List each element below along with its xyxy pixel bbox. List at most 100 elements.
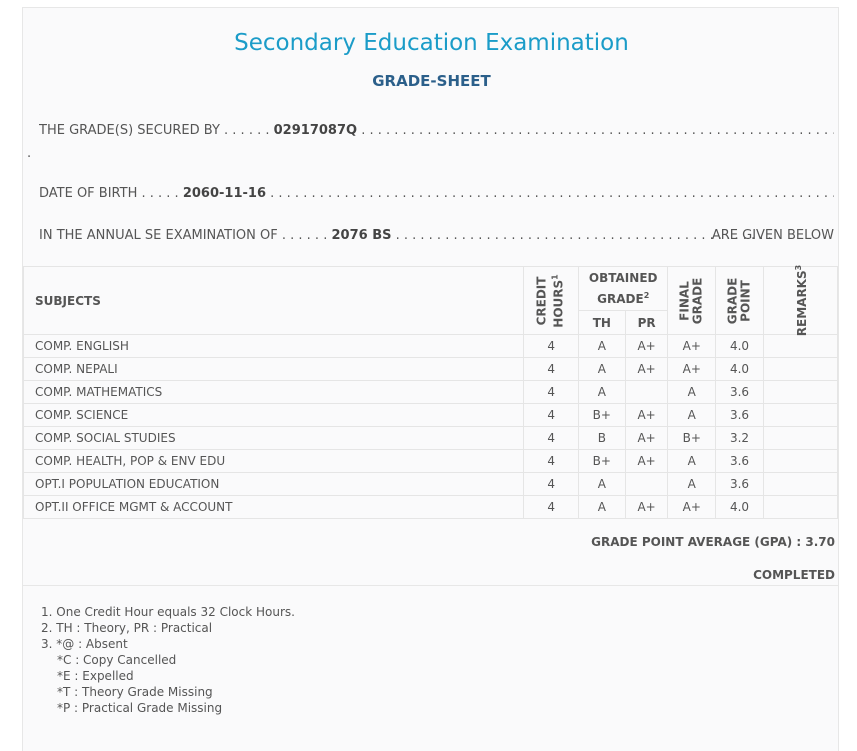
gpa-label: GRADE POINT AVERAGE (GPA) : [591, 535, 802, 549]
gpa-line: GRADE POINT AVERAGE (GPA) : 3.70 [591, 535, 835, 549]
subject-cell: COMP. MATHEMATICS [22, 380, 525, 404]
subject-cell: COMP. HEALTH, POP & ENV EDU [22, 449, 525, 473]
exam-label: IN THE ANNUAL SE EXAMINATION OF [39, 228, 278, 243]
th-cell: B+ [577, 449, 626, 473]
gpa-value: 3.70 [805, 535, 835, 549]
final-cell: A+ [667, 357, 717, 381]
pr-cell [624, 380, 669, 404]
obtained-text: OBTAINED [588, 271, 658, 285]
remarks-cell [763, 472, 838, 496]
page-subtitle: GRADE-SHEET [372, 72, 491, 90]
remarks-cell [763, 334, 838, 358]
gp-cell: 4.0 [715, 334, 765, 358]
remarks-header: REMARKS3 [763, 264, 838, 337]
credit-cell: 4 [523, 380, 579, 404]
table-row: COMP. SOCIAL STUDIES 4 B A+ B+ 3.2 [22, 426, 838, 450]
exam-line: IN THE ANNUAL SE EXAMINATION OF . . . . … [39, 228, 834, 243]
credit-cell: 4 [523, 472, 579, 496]
pr-cell: A+ [624, 426, 669, 450]
credit-cell: 4 [523, 403, 579, 427]
th-cell: A [577, 334, 626, 358]
gp-cell: 3.6 [715, 380, 765, 404]
pr-cell: A+ [624, 357, 669, 381]
final-grade-text: GRADE [690, 277, 705, 324]
gp-cell: 4.0 [715, 495, 765, 519]
page-title: Secondary Education Examination [234, 30, 629, 56]
subject-cell: COMP. NEPALI [22, 357, 525, 381]
gp-cell: 3.6 [715, 472, 765, 496]
final-cell: B+ [667, 426, 717, 450]
th-cell: B [577, 426, 626, 450]
credit-cell: 4 [523, 357, 579, 381]
table-row: COMP. HEALTH, POP & ENV EDU 4 B+ A+ A 3.… [22, 449, 838, 473]
note-copy-cancelled: *C : Copy Cancelled [57, 653, 177, 667]
final-cell: A [667, 449, 717, 473]
th-header: TH [577, 310, 626, 335]
remarks-cell [763, 357, 838, 381]
footnotes: 1. One Credit Hour equals 32 Clock Hours… [41, 604, 295, 716]
table-row: COMP. SCIENCE 4 B+ A+ A 3.6 [22, 403, 838, 427]
exam-trail-dots: . . . . . . . . . . . . . . . . . . . . … [395, 228, 772, 243]
gp-cell: 3.6 [715, 403, 765, 427]
remarks-sup: 3 [794, 264, 803, 271]
subject-cell: OPT.I POPULATION EDUCATION [22, 472, 525, 496]
remarks-text: REMARKS [795, 270, 809, 337]
hours-sup: 1 [551, 273, 561, 280]
credit-hours-header: CREDIT HOURS1 [523, 266, 579, 335]
grade-text: GRADE [597, 292, 644, 306]
table-row: COMP. ENGLISH 4 A A+ A+ 4.0 [22, 334, 838, 358]
table-row: COMP. NEPALI 4 A A+ A+ 4.0 [22, 357, 838, 381]
final-grade-header: FINAL GRADE [667, 266, 717, 335]
final-cell: A+ [667, 334, 717, 358]
final-cell: A+ [667, 495, 717, 519]
secured-lead-dots: . . . . . . [224, 123, 270, 138]
subject-cell: COMP. ENGLISH [22, 334, 525, 358]
dob-value: 2060-11-16 [182, 186, 266, 201]
remarks-cell [763, 495, 838, 519]
secured-label: THE GRADE(S) SECURED BY [39, 123, 220, 138]
grade-sup: 2 [643, 291, 650, 300]
gp-point-text: POINT [738, 279, 753, 322]
credit-header-text: CREDIT [535, 276, 550, 325]
remarks-cell [763, 426, 838, 450]
gp-cell: 4.0 [715, 357, 765, 381]
symbol-number: 02917087Q [273, 123, 358, 138]
credit-cell: 4 [523, 449, 579, 473]
note-absent: 3. *@ : Absent [41, 637, 128, 651]
exam-tail: ARE GIVEN BELOW [711, 228, 834, 243]
table-row: COMP. MATHEMATICS 4 A A 3.6 [22, 380, 838, 404]
secured-wrap-dot: . [27, 146, 32, 161]
subject-cell: COMP. SCIENCE [22, 403, 525, 427]
dob-trail-dots: . . . . . . . . . . . . . . . . . . . . … [270, 186, 834, 201]
subject-cell: COMP. SOCIAL STUDIES [22, 426, 525, 450]
exam-year: 2076 BS [331, 228, 392, 243]
table-row: OPT.I POPULATION EDUCATION 4 A A 3.6 [22, 472, 838, 496]
credit-cell: 4 [523, 334, 579, 358]
pr-cell: A+ [624, 334, 669, 358]
hours-header-text: HOURS [552, 279, 567, 328]
final-cell: A [667, 403, 717, 427]
secured-by-line: THE GRADE(S) SECURED BY . . . . . . 0291… [39, 123, 834, 138]
pr-cell: A+ [624, 495, 669, 519]
subject-cell: OPT.II OFFICE MGMT & ACCOUNT [22, 495, 525, 519]
note-th-pr: 2. TH : Theory, PR : Practical [41, 621, 213, 635]
remarks-cell [763, 403, 838, 427]
exam-lead-dots: . . . . . . [281, 228, 328, 243]
grade-point-header: GRADE POINT [715, 266, 765, 335]
dob-line: DATE OF BIRTH . . . . . 2060-11-16 . . .… [39, 186, 834, 201]
th-cell: A [577, 472, 626, 496]
note-theory-missing: *T : Theory Grade Missing [57, 685, 213, 699]
final-cell: A [667, 380, 717, 404]
th-cell: A [577, 357, 626, 381]
grades-table: SUBJECTS CREDIT HOURS1 OBTAINED GRADE2 FIN… [22, 264, 838, 519]
credit-cell: 4 [523, 426, 579, 450]
remarks-cell [763, 449, 838, 473]
status-text: COMPLETED [753, 568, 835, 582]
table-row: OPT.II OFFICE MGMT & ACCOUNT 4 A A+ A+ 4… [22, 495, 838, 519]
obtained-grade-header: OBTAINED GRADE2 [577, 266, 669, 311]
final-cell: A [667, 472, 717, 496]
dob-lead-dots: . . . . . [141, 186, 179, 201]
pr-cell: A+ [624, 403, 669, 427]
dob-label: DATE OF BIRTH [39, 186, 138, 201]
secured-trail-dots: . . . . . . . . . . . . . . . . . . . . … [361, 123, 834, 138]
